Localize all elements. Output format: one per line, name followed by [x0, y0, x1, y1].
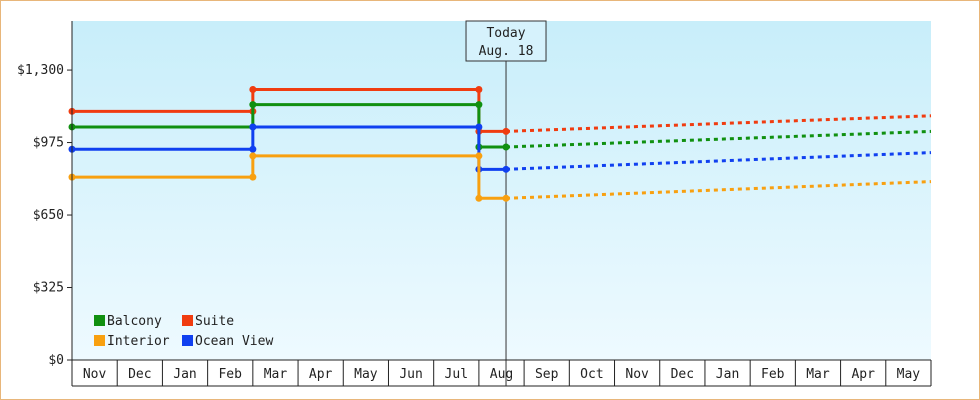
x-month-label: Jan	[716, 367, 739, 382]
series-point-1	[249, 101, 257, 109]
series-point-3	[475, 194, 483, 202]
x-month-label: Sep	[535, 367, 559, 382]
x-month-label: Dec	[671, 367, 694, 382]
series-point-0	[475, 85, 483, 93]
legend-swatch	[182, 335, 193, 346]
x-month-label: Nov	[625, 367, 649, 382]
series-point-2	[249, 123, 257, 131]
series-point-3	[475, 152, 483, 160]
series-forecast-0	[505, 114, 932, 133]
y-tick-label: $650	[33, 208, 64, 223]
series-point-0	[249, 85, 257, 93]
legend-label: Balcony	[107, 314, 162, 329]
legend-swatch	[94, 335, 105, 346]
x-month-label: Dec	[128, 367, 151, 382]
today-box	[465, 20, 547, 62]
y-tick-label: $1,300	[17, 63, 64, 78]
series-forecast-2	[505, 151, 932, 171]
series-point-2	[502, 165, 510, 173]
series-forecast-3	[505, 180, 932, 200]
x-month-label: Jun	[399, 367, 422, 382]
y-tick-label: $325	[33, 281, 64, 296]
series-point-3	[249, 173, 257, 181]
legend-label: Suite	[195, 314, 234, 329]
legend-swatch	[182, 315, 193, 326]
series-point-0	[502, 127, 510, 135]
x-month-label: Mar	[806, 367, 830, 382]
x-month-label: Jul	[445, 367, 468, 382]
y-tick-label: $975	[33, 136, 64, 151]
x-month-label: May	[354, 367, 378, 382]
series-forecast-1	[505, 129, 932, 149]
x-month-label: Nov	[83, 367, 107, 382]
series-line-1	[72, 103, 507, 149]
series-point-3	[502, 194, 510, 202]
y-tick-label: $0	[48, 353, 64, 368]
series-point-1	[502, 143, 510, 151]
x-month-label: Feb	[761, 367, 785, 382]
series-point-3	[249, 152, 257, 160]
legend-swatch	[94, 315, 105, 326]
plot-background	[72, 21, 931, 360]
legend-label: Interior	[107, 334, 170, 349]
series-point-2	[249, 145, 257, 153]
today-label: Today	[486, 26, 525, 41]
series-point-1	[475, 101, 483, 109]
series-line-3	[72, 154, 507, 200]
x-month-label: Mar	[264, 367, 288, 382]
series-line-0	[72, 87, 507, 133]
series-line-2	[72, 125, 507, 171]
x-month-label: May	[897, 367, 921, 382]
x-month-label: Oct	[580, 367, 603, 382]
today-date-label: Aug. 18	[479, 44, 534, 59]
x-month-label: Feb	[218, 367, 242, 382]
legend-label: Ocean View	[195, 334, 273, 349]
series-point-2	[475, 123, 483, 131]
x-month-label: Apr	[309, 367, 333, 382]
x-month-label: Jan	[173, 367, 196, 382]
x-month-label: Apr	[851, 367, 875, 382]
x-month-label: Aug	[490, 367, 513, 382]
